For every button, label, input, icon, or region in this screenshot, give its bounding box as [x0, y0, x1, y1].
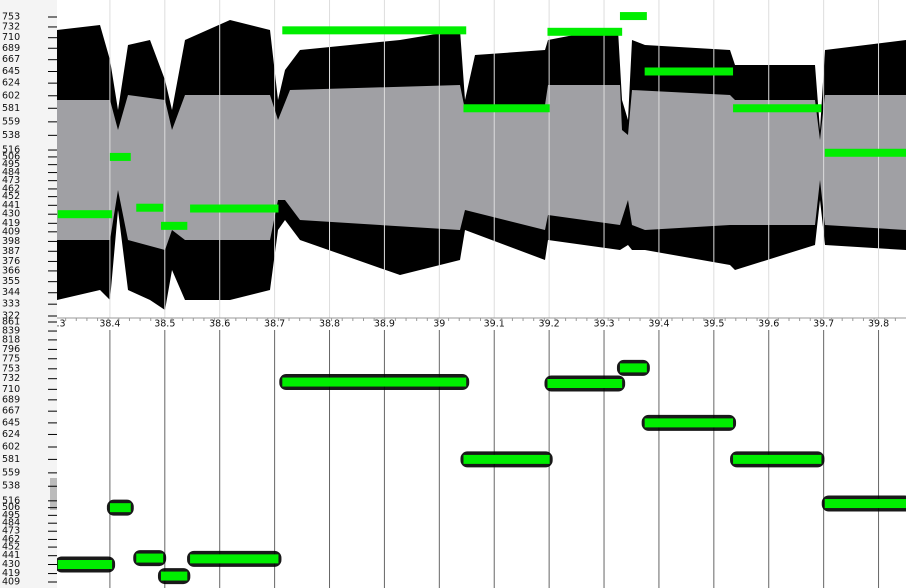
- y-tick-label: 355: [2, 276, 20, 287]
- note: [547, 379, 622, 388]
- note: [620, 12, 647, 20]
- y-tick-label: 732: [2, 373, 20, 384]
- note: [110, 153, 131, 161]
- note: [136, 204, 163, 212]
- x-tick-label: 39: [433, 319, 445, 330]
- note: [58, 560, 112, 569]
- y-tick-label: 667: [2, 54, 20, 65]
- note: [825, 149, 906, 157]
- note: [282, 26, 466, 34]
- note: [161, 222, 187, 230]
- scroll-marker: [50, 478, 57, 510]
- note: [463, 455, 549, 464]
- note: [645, 67, 733, 75]
- x-tick-label: 38.8: [319, 319, 340, 330]
- x-tick-label: 39.2: [539, 319, 560, 330]
- x-tick-label: 39.8: [868, 319, 889, 330]
- note: [620, 363, 647, 372]
- note: [110, 503, 131, 512]
- x-tick-label: 39.5: [703, 319, 724, 330]
- x-tick-label: 38.6: [209, 319, 230, 330]
- x-tick-label: 39.3: [593, 319, 614, 330]
- page: 38.338.438.538.638.738.838.93939.139.239…: [0, 0, 906, 588]
- y-tick-label: 710: [2, 384, 20, 395]
- note: [136, 554, 163, 563]
- y-tick-label: 581: [2, 103, 20, 114]
- y-tick-label: 602: [2, 90, 20, 101]
- y-tick-label: 732: [2, 21, 20, 32]
- y-tick-label: 689: [2, 43, 20, 54]
- note: [190, 205, 278, 213]
- note: [733, 455, 821, 464]
- y-tick-label: 645: [2, 417, 20, 428]
- y-tick-label: 581: [2, 454, 20, 465]
- note: [190, 554, 278, 563]
- y-tick-label: 538: [2, 481, 20, 492]
- note: [645, 418, 733, 427]
- x-tick-label: 39.6: [758, 319, 779, 330]
- y-tick-label: 333: [2, 299, 20, 310]
- note: [58, 210, 112, 218]
- note: [733, 104, 821, 112]
- y-tick-label: 667: [2, 406, 20, 417]
- x-tick-label: 38.4: [99, 319, 120, 330]
- y-tick-label: 710: [2, 32, 20, 43]
- y-tick-label: 344: [2, 287, 20, 298]
- note: [547, 28, 622, 36]
- x-tick-label: 39.4: [648, 319, 669, 330]
- y-tick-label: 689: [2, 394, 20, 405]
- y-tick-label: 624: [2, 78, 20, 89]
- y-tick-label: 409: [2, 577, 20, 588]
- y-tick-label: 559: [2, 467, 20, 478]
- y-tick-label: 538: [2, 130, 20, 141]
- y-tick-label: 602: [2, 441, 20, 452]
- y-tick-label: 645: [2, 66, 20, 77]
- note: [282, 378, 466, 387]
- y-tick-label: 366: [2, 265, 20, 276]
- note: [161, 572, 187, 581]
- note: [825, 499, 906, 508]
- note: [463, 104, 549, 112]
- x-tick-label: 38.7: [264, 319, 285, 330]
- y-tick-label: 559: [2, 116, 20, 127]
- y-tick-label: 624: [2, 429, 20, 440]
- pitch-editor: 38.338.438.538.638.738.838.93939.139.239…: [0, 0, 906, 588]
